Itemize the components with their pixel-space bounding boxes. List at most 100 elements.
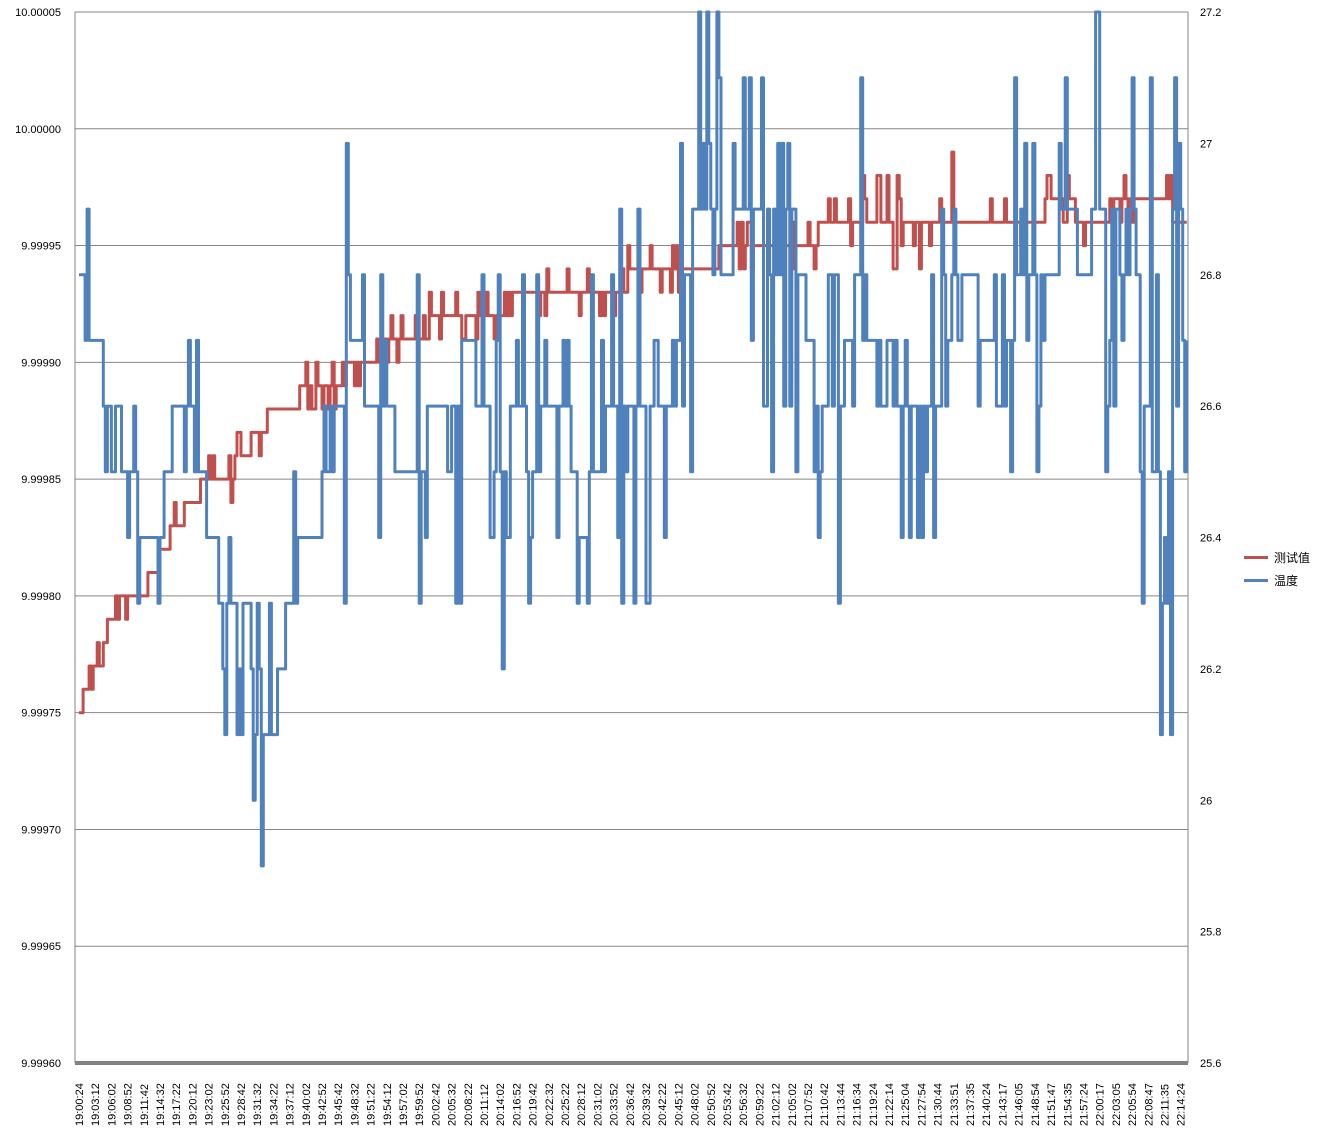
x-tick-label: 20:08:22: [463, 1083, 475, 1126]
right-axis-ticks: 27.2 27 26.8 26.6 26.4 26.2 26 25.8 25.6: [1200, 7, 1221, 1070]
x-tick-label: 19:37:12: [285, 1083, 297, 1126]
legend-item-series-1: 测试值: [1244, 546, 1310, 569]
x-tick-label: 20:53:42: [722, 1083, 734, 1126]
x-tick-label: 21:13:44: [835, 1083, 847, 1126]
x-tick-label: 21:48:54: [1030, 1083, 1042, 1126]
x-tick-label: 21:37:35: [965, 1083, 977, 1126]
x-tick-label: 19:25:52: [220, 1083, 232, 1126]
x-tick-label: 19:28:42: [236, 1083, 248, 1126]
right-tick-label: 25.8: [1200, 927, 1221, 939]
x-tick-label: 19:14:32: [155, 1083, 167, 1126]
x-tick-label: 21:43:17: [997, 1083, 1009, 1126]
left-tick-label: 9.99960: [21, 1058, 61, 1070]
right-tick-label: 26.4: [1200, 533, 1221, 545]
x-tick-label: 22:03:05: [1111, 1083, 1123, 1126]
x-tick-label: 21:07:52: [803, 1083, 815, 1126]
x-tick-label: 20:42:22: [657, 1083, 669, 1126]
x-tick-label: 20:39:32: [641, 1083, 653, 1126]
x-tick-label: 20:19:42: [528, 1083, 540, 1126]
left-tick-label: 9.99980: [21, 591, 61, 603]
left-tick-label: 9.99990: [21, 357, 61, 369]
x-tick-label: 19:08:52: [123, 1083, 135, 1126]
x-tick-label: 19:48:32: [349, 1083, 361, 1126]
x-tick-label: 20:31:02: [592, 1083, 604, 1126]
right-tick-label: 26.2: [1200, 664, 1221, 676]
x-tick-label: 19:34:22: [268, 1083, 280, 1126]
legend-label-series-1: 测试值: [1274, 551, 1311, 565]
x-tick-label: 21:16:34: [852, 1083, 864, 1126]
left-tick-label: 9.99995: [21, 241, 61, 253]
x-tick-label: 19:06:02: [106, 1083, 118, 1126]
x-tick-label: 21:10:42: [819, 1083, 831, 1126]
series-line-2: [79, 10, 1189, 868]
left-tick-label: 9.99975: [21, 708, 61, 720]
gridlines: [74, 11, 1189, 1065]
right-tick-label: 26.6: [1200, 401, 1221, 413]
left-tick-label: 9.99965: [21, 941, 61, 953]
x-tick-label: 20:05:32: [447, 1083, 459, 1126]
x-tick-label: 20:56:32: [738, 1083, 750, 1126]
x-axis-ticks: 19:00:24 19:03:12 19:06:02 19:08:52 19:11:42…: [74, 1083, 1188, 1126]
legend-swatch-series-1: [1244, 556, 1268, 559]
x-tick-label: 19:11:42: [139, 1084, 151, 1126]
x-tick-label: 20:14:02: [495, 1083, 507, 1126]
x-tick-label: 22:14:24: [1176, 1083, 1188, 1126]
series-lines: [79, 10, 1189, 868]
left-tick-label: 10.00000: [15, 124, 61, 136]
x-tick-label: 19:00:24: [74, 1083, 86, 1126]
x-tick-label: 21:22:14: [884, 1083, 896, 1126]
left-tick-label: 10.00005: [15, 7, 61, 19]
x-tick-label: 21:54:35: [1062, 1083, 1074, 1126]
x-tick-label: 20:59:22: [754, 1083, 766, 1126]
x-tick-label: 19:54:12: [382, 1083, 394, 1126]
x-tick-label: 21:33:51: [949, 1083, 961, 1126]
right-tick-label: 27: [1200, 138, 1212, 150]
left-axis-ticks: 10.00005 10.00000 9.99995 9.99990 9.99985 9.9…: [15, 7, 61, 1070]
x-tick-label: 19:57:02: [398, 1083, 410, 1126]
left-tick-label: 9.99985: [21, 474, 61, 486]
right-tick-label: 27.2: [1200, 7, 1221, 19]
x-tick-label: 19:20:12: [187, 1083, 199, 1126]
x-tick-label: 19:17:22: [171, 1083, 183, 1126]
x-tick-label: 19:03:12: [90, 1083, 102, 1126]
x-tick-label: 20:28:12: [576, 1083, 588, 1126]
x-tick-label: 20:02:42: [430, 1083, 442, 1126]
x-tick-label: 21:40:24: [981, 1083, 993, 1126]
x-tick-label: 21:19:24: [868, 1083, 880, 1126]
x-tick-label: 22:05:54: [1127, 1083, 1139, 1126]
x-tick-label: 19:40:02: [301, 1083, 313, 1126]
legend-label-series-2: 温度: [1274, 574, 1299, 588]
x-tick-label: 20:48:02: [690, 1083, 702, 1126]
right-tick-label: 26: [1200, 795, 1212, 807]
x-tick-label: 22:11:35: [1159, 1084, 1171, 1126]
right-tick-label: 25.6: [1200, 1058, 1221, 1070]
x-tick-label: 21:51:47: [1046, 1083, 1058, 1126]
x-tick-label: 21:25:04: [900, 1083, 912, 1126]
x-tick-label: 20:45:12: [673, 1083, 685, 1126]
legend: 测试值 温度: [1244, 546, 1310, 592]
x-tick-label: 19:42:52: [317, 1083, 329, 1126]
x-tick-label: 21:02:12: [771, 1083, 783, 1126]
x-tick-label: 20:33:52: [609, 1083, 621, 1126]
x-tick-label: 22:08:47: [1143, 1083, 1155, 1126]
x-tick-label: 21:27:54: [916, 1083, 928, 1126]
x-tick-label: 20:25:22: [560, 1083, 572, 1126]
x-tick-label: 20:16:52: [511, 1083, 523, 1126]
legend-swatch-series-2: [1244, 579, 1268, 582]
legend-item-series-2: 温度: [1244, 569, 1310, 592]
x-tick-label: 21:57:24: [1078, 1083, 1090, 1126]
x-tick-label: 19:59:52: [414, 1083, 426, 1126]
x-tick-label: 19:31:32: [252, 1083, 264, 1126]
x-tick-label: 21:05:02: [787, 1083, 799, 1126]
x-tick-label: 19:51:22: [366, 1083, 378, 1126]
x-tick-label: 21:30:44: [933, 1083, 945, 1126]
x-tick-label: 19:45:42: [333, 1083, 345, 1126]
x-tick-label: 20:11:12: [479, 1084, 491, 1126]
x-tick-label: 19:23:02: [204, 1083, 216, 1126]
x-tick-label: 20:36:42: [625, 1083, 637, 1126]
left-tick-label: 9.99970: [21, 824, 61, 836]
right-tick-label: 26.8: [1200, 270, 1221, 282]
x-tick-label: 20:22:32: [544, 1083, 556, 1126]
x-tick-label: 20:50:52: [706, 1083, 718, 1126]
